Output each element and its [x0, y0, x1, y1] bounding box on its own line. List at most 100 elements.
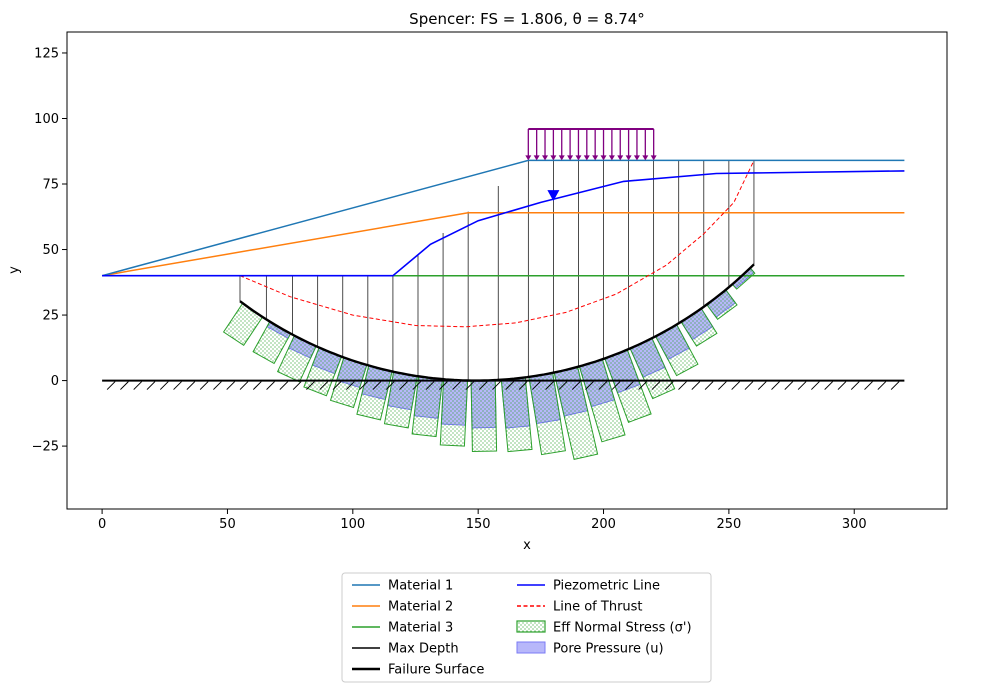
max-depth-hatch: [120, 381, 129, 390]
x-tick-label: 0: [98, 517, 106, 532]
max-depth-hatch: [837, 381, 847, 390]
max-depth-hatch: [691, 381, 701, 390]
max-depth-hatch: [213, 381, 222, 390]
max-depth-hatch: [332, 381, 342, 390]
max-depth-hatch: [811, 381, 820, 390]
legend-swatch: [516, 620, 546, 633]
max-depth-hatch: [744, 381, 754, 390]
load-arrow-head: [550, 155, 557, 161]
legend: Material 1 Material 2 Material 3 Max Depth F…: [341, 572, 712, 683]
max-depth-hatch: [359, 381, 368, 390]
max-depth-hatch: [345, 381, 355, 390]
eff-normal-stress-bar: [706, 289, 738, 321]
max-depth-hatch: [425, 381, 435, 390]
y-axis-ticks: −25 0 25 50 75 100 125: [32, 46, 67, 455]
x-tick-label: 50: [219, 517, 236, 532]
x-tick-label: 300: [842, 517, 867, 532]
max-depth-hatch: [571, 381, 581, 390]
max-depth-hatch: [864, 381, 873, 390]
load-arrow-head: [542, 155, 549, 161]
x-tick-label: 150: [466, 517, 491, 532]
load-arrow-head: [525, 155, 532, 161]
legend-label: Material 3: [388, 621, 453, 636]
eff-normal-stress-bar: [500, 377, 533, 453]
max-depth-hatch: [757, 381, 767, 390]
max-depth-hatch: [133, 381, 143, 390]
eff-normal-stress-bar: [222, 302, 264, 346]
legend-label: Material 1: [388, 579, 453, 594]
water-table-marker-icon: [547, 190, 560, 202]
max-depth-hatch: [638, 381, 647, 390]
max-depth-hatch: [465, 381, 475, 390]
load-arrow-head: [650, 155, 657, 161]
max-depth-hatch: [319, 381, 329, 390]
y-tick-label: 25: [42, 309, 59, 324]
max-depth-hatch: [385, 381, 395, 390]
max-depth-hatch: [611, 381, 621, 390]
max-depth-hatch: [478, 381, 488, 390]
max-depth-hatch: [678, 381, 687, 390]
max-depth-hatch: [106, 381, 116, 390]
max-depth-hatch: [824, 381, 834, 390]
x-tick-label: 250: [716, 517, 741, 532]
max-depth-hatch: [292, 381, 302, 390]
max-depth-hatch: [664, 381, 674, 390]
max-depth-hatch: [784, 381, 794, 390]
max-depth-hatch: [624, 381, 634, 390]
piezometric-line: [102, 170, 905, 277]
max-depth-hatch: [239, 381, 249, 390]
y-tick-label: 50: [42, 243, 59, 258]
max-depth-hatch: [252, 381, 262, 390]
max-depth-hatch: [438, 381, 448, 390]
legend-label: Line of Thrust: [553, 600, 643, 615]
load-arrow-head: [575, 155, 582, 161]
max-depth-hatch: [877, 381, 887, 390]
y-tick-label: 125: [34, 46, 59, 61]
load-arrow-head: [608, 155, 615, 161]
load-arrow-head: [567, 155, 574, 161]
eff-normal-stress-bar: [439, 378, 469, 447]
max-depth-hatch: [452, 381, 461, 390]
max-depth-hatch: [372, 381, 382, 390]
y-tick-label: 0: [51, 374, 59, 389]
y-axis-label: y: [7, 266, 22, 274]
max-depth-hatch: [146, 381, 156, 390]
max-depth-hatch: [771, 381, 780, 390]
max-depth-hatch: [890, 381, 900, 390]
load-arrow-head: [617, 155, 624, 161]
max-depth-hatch: [306, 381, 315, 390]
chart-title: Spencer: FS = 1.806, θ = 8.74°: [409, 10, 645, 28]
failure-surface: [239, 263, 755, 382]
legend-label: Failure Surface: [388, 663, 484, 678]
max-depth-hatch: [531, 381, 541, 390]
legend-label: Max Depth: [388, 642, 459, 657]
max-depth-hatch: [199, 381, 209, 390]
y-tick-label: −25: [32, 440, 59, 455]
max-depth-hatch: [704, 381, 714, 390]
max-depth-hatch: [159, 381, 169, 390]
max-depth-hatch: [585, 381, 594, 390]
load-arrow-head: [592, 155, 599, 161]
legend-label: Eff Normal Stress (σ'): [553, 621, 692, 636]
legend-swatch: [516, 641, 546, 654]
legend-label: Pore Pressure (u): [553, 642, 664, 657]
max-depth-hatch: [173, 381, 182, 390]
max-depth-hatch: [492, 381, 501, 390]
max-depth-hatch: [731, 381, 741, 390]
x-axis-ticks: 0 50 100 150 200 250 300: [98, 509, 867, 532]
load-arrow-head: [558, 155, 565, 161]
y-tick-label: 100: [34, 112, 59, 127]
max-depth-hatch: [598, 381, 608, 390]
max-depth-hatch: [226, 381, 236, 390]
legend-label: Piezometric Line: [553, 579, 660, 594]
material-2-line: [101, 212, 905, 277]
eff-normal-stress-bar: [470, 379, 498, 453]
y-tick-label: 75: [42, 178, 59, 193]
max-depth-hatch: [558, 381, 568, 390]
max-depth-hatch: [718, 381, 727, 390]
x-tick-label: 200: [591, 517, 616, 532]
x-axis-label: x: [523, 538, 531, 553]
material-1-line: [101, 159, 905, 277]
eff-normal-stress-bar: [680, 308, 718, 347]
